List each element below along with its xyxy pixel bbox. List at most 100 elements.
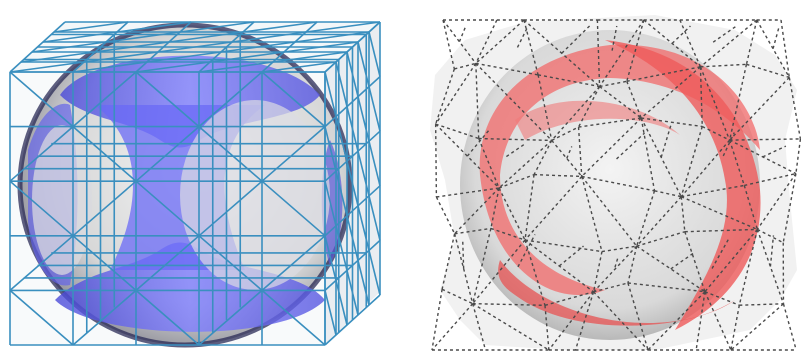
mesh-edge	[679, 19, 702, 68]
mesh-edge	[472, 303, 487, 351]
mesh-edge	[135, 71, 200, 128]
mesh-edge	[434, 124, 438, 198]
mesh-edge	[478, 138, 500, 189]
mesh-edge	[581, 176, 603, 252]
mesh-edge	[324, 126, 337, 172]
mesh-edge	[431, 289, 443, 351]
mesh-edge	[146, 51, 222, 63]
mesh-edge	[9, 61, 85, 73]
mesh-edge	[324, 290, 337, 336]
mesh-edge	[116, 21, 192, 33]
mesh-edge	[335, 225, 348, 271]
mesh-edge	[261, 180, 326, 237]
mesh-edge	[517, 234, 536, 268]
mesh-edge	[704, 291, 740, 306]
mesh-edge	[524, 239, 603, 253]
mesh-edge	[581, 175, 638, 247]
mesh-edge	[72, 125, 137, 182]
mesh-edge	[168, 31, 244, 43]
mesh-edge	[739, 303, 784, 306]
mesh-edge	[756, 19, 790, 78]
mesh-edge	[261, 289, 326, 346]
mesh-edge	[524, 239, 546, 306]
red-ribbon-inner	[515, 100, 680, 140]
mesh-edge	[738, 229, 759, 306]
mesh-edge	[357, 205, 370, 251]
mesh-edge	[198, 71, 263, 128]
mesh-edge	[551, 139, 583, 177]
mesh-edge	[498, 173, 535, 189]
mesh-edge	[533, 140, 553, 175]
mesh-edge	[581, 175, 655, 192]
mesh-edge	[680, 196, 758, 231]
surface-hole-right	[180, 100, 330, 290]
mesh-edge	[769, 235, 775, 267]
mesh-edge	[179, 21, 255, 33]
mesh-edge	[324, 181, 337, 226]
mesh-edge	[780, 19, 790, 78]
mesh-edge	[671, 25, 691, 44]
mesh-edge	[640, 117, 656, 191]
mesh-edge	[135, 289, 200, 346]
mesh-edge	[458, 25, 467, 42]
mesh-edge	[368, 141, 381, 186]
mesh-edge	[498, 187, 526, 241]
mesh-edge	[42, 31, 118, 43]
mesh-edge	[461, 239, 465, 269]
mesh-edge	[756, 229, 785, 305]
mesh-edge	[472, 239, 526, 305]
mesh-edge	[72, 235, 137, 292]
mesh-edge	[435, 63, 477, 125]
mesh-edge	[574, 291, 595, 351]
mesh-edge	[548, 291, 595, 351]
mesh-edge	[453, 233, 474, 304]
mesh-edge	[712, 25, 737, 43]
mesh-edge	[684, 231, 706, 292]
mesh-edge	[454, 62, 477, 70]
mesh-edge	[105, 31, 181, 43]
mesh-edge	[534, 173, 582, 178]
mesh-edge	[475, 62, 539, 76]
mesh-edge	[744, 172, 797, 187]
red-mesh-figure	[430, 15, 801, 351]
mesh-edge	[198, 235, 263, 292]
mesh-edge	[72, 180, 137, 237]
mesh-edge	[135, 61, 211, 73]
mesh-edge	[357, 260, 370, 306]
mesh-edge	[454, 187, 500, 235]
mesh-edge	[472, 228, 492, 304]
mesh-edge	[261, 71, 326, 128]
mesh-edge	[544, 305, 550, 351]
mesh-edge	[627, 245, 638, 284]
surface-hole-left	[32, 125, 92, 275]
mesh-edge	[598, 19, 645, 87]
mesh-edge	[478, 137, 552, 142]
mesh-edge	[699, 66, 731, 141]
blue-surface-bottom-lobe	[55, 242, 325, 332]
mesh-edge	[728, 64, 748, 141]
mesh-edge	[135, 125, 200, 182]
mesh-edge	[599, 85, 642, 119]
mesh-edge	[442, 19, 456, 70]
mesh-edge	[728, 139, 745, 186]
mesh-edge	[640, 66, 701, 119]
mesh-edge	[20, 51, 96, 63]
mesh-edge	[611, 25, 618, 51]
mesh-edge	[475, 19, 498, 64]
mesh-edge	[636, 190, 656, 247]
mesh-edge	[636, 196, 682, 247]
mesh-edge	[681, 184, 745, 198]
mesh-edge	[566, 146, 573, 159]
mesh-edge	[53, 21, 129, 33]
mesh-edge	[537, 74, 600, 88]
mesh-edge	[9, 180, 74, 237]
mesh-edge	[730, 305, 741, 351]
mesh-edge	[198, 289, 263, 346]
mesh-edge	[83, 51, 159, 63]
mesh-edge	[700, 63, 747, 68]
mesh-edge	[294, 31, 370, 43]
mesh-edge	[435, 123, 479, 140]
mesh-edge	[357, 151, 370, 196]
blue-mesh-panel	[0, 0, 400, 364]
mesh-edge	[680, 126, 703, 197]
